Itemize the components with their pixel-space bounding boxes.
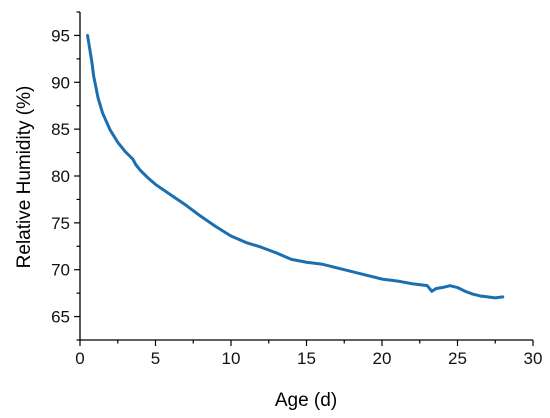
- tick-marks: [74, 11, 534, 346]
- x-tick-labels: 0 5 10 15 20 25 30: [75, 349, 542, 368]
- y-axis-title: Relative Humidity (%): [14, 86, 35, 269]
- x-tick-label: 30: [524, 349, 543, 368]
- x-tick-label: 15: [297, 349, 316, 368]
- y-tick-label: 75: [51, 214, 70, 233]
- y-tick-label: 85: [51, 120, 70, 139]
- x-tick-label: 0: [75, 349, 84, 368]
- x-tick-label: 25: [448, 349, 467, 368]
- x-tick-label: 5: [151, 349, 160, 368]
- y-tick-label: 80: [51, 167, 70, 186]
- relative-humidity-line: [86, 33, 505, 300]
- y-tick-label: 65: [51, 308, 70, 327]
- x-tick-label: 10: [222, 349, 241, 368]
- y-tick-label: 90: [51, 73, 70, 92]
- y-tick-label: 70: [51, 261, 70, 280]
- y-tick-labels: 65 70 75 80 85 90 95: [51, 26, 70, 326]
- x-axis-title: Age (d): [275, 390, 337, 411]
- x-tick-label: 20: [373, 349, 392, 368]
- y-tick-label: 95: [51, 26, 70, 45]
